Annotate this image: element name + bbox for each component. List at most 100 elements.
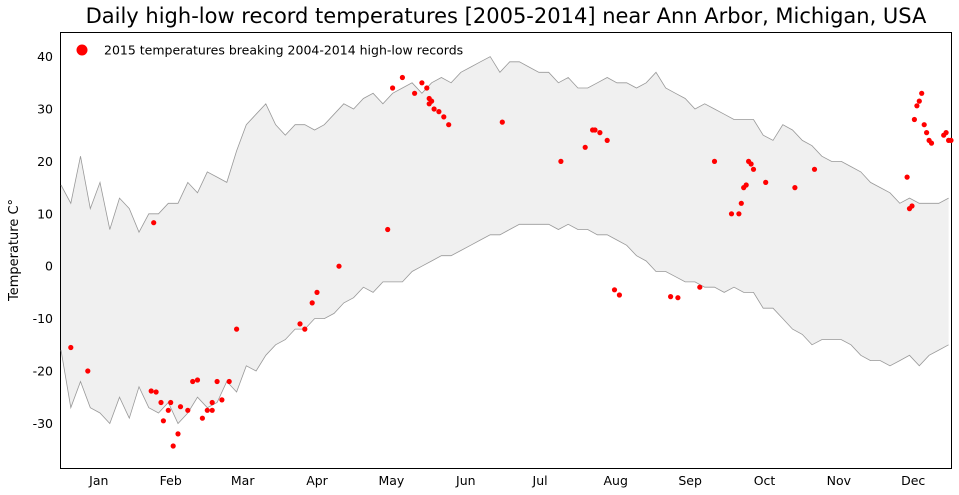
- data-point: [736, 211, 742, 217]
- legend-marker: [76, 44, 88, 56]
- data-point: [234, 326, 240, 332]
- data-point: [675, 295, 681, 301]
- x-tick-label: Jun: [455, 473, 476, 488]
- x-tick-label: Dec: [901, 473, 925, 488]
- data-point: [390, 85, 396, 91]
- data-point: [928, 140, 935, 146]
- plot-frame: [60, 32, 952, 469]
- y-tick-label: -30: [33, 416, 53, 431]
- data-point: [424, 85, 430, 91]
- data-point: [336, 263, 342, 269]
- data-point: [175, 431, 181, 437]
- record-breaking-points: [68, 74, 954, 449]
- data-point: [924, 130, 930, 136]
- data-point: [385, 226, 391, 233]
- band-fill: [61, 56, 949, 424]
- x-tick-label: Jul: [532, 473, 548, 488]
- data-point: [943, 130, 949, 136]
- data-point: [214, 378, 220, 385]
- data-point: [190, 378, 196, 385]
- x-tick-label: Mar: [231, 473, 255, 488]
- y-tick-label: 40: [37, 49, 53, 64]
- x-tick-label: Apr: [306, 473, 328, 488]
- data-point: [441, 114, 447, 120]
- data-point: [611, 287, 618, 293]
- data-point: [763, 179, 769, 185]
- data-point: [158, 399, 164, 406]
- data-point: [921, 122, 927, 128]
- data-point: [904, 174, 910, 180]
- data-point: [738, 200, 744, 206]
- x-tick-label: Aug: [603, 473, 627, 488]
- record-high-line: [60, 56, 949, 234]
- x-tick-label: Sep: [678, 473, 702, 488]
- y-axis-title: Temperature C°: [7, 199, 22, 302]
- record-low-line: [60, 223, 949, 425]
- data-point: [177, 404, 184, 410]
- data-point: [209, 399, 215, 406]
- x-tick-label: Nov: [827, 473, 852, 488]
- data-point: [436, 109, 442, 115]
- data-point: [426, 95, 432, 102]
- y-tick-label: 10: [37, 206, 53, 221]
- data-point: [302, 326, 308, 332]
- y-tick-label: 0: [45, 259, 53, 274]
- data-point: [748, 161, 754, 167]
- data-point: [750, 166, 757, 172]
- data-point: [916, 98, 922, 104]
- data-point: [697, 284, 703, 290]
- y-tick-label: 20: [37, 154, 53, 169]
- data-point: [811, 166, 818, 172]
- x-tick-label: Jan: [88, 473, 108, 488]
- data-point: [199, 415, 205, 421]
- data-point: [616, 292, 623, 298]
- y-tick-label: -20: [33, 364, 53, 379]
- data-point: [170, 443, 176, 449]
- data-point: [911, 116, 918, 123]
- data-point: [219, 397, 225, 403]
- data-point: [728, 211, 735, 217]
- record-band: [60, 56, 949, 425]
- data-point: [914, 103, 920, 109]
- data-point: [743, 182, 749, 188]
- data-point: [168, 399, 174, 406]
- data-point: [185, 407, 191, 413]
- legend-label: 2015 temperatures breaking 2004-2014 hig…: [104, 43, 463, 58]
- y-axis-ticks: -30 -20 -10 0 10 20 30 40: [33, 49, 53, 431]
- data-point: [711, 158, 718, 164]
- chart-title: Daily high-low record temperatures [2005…: [86, 4, 927, 28]
- x-axis-month-labels: Jan Feb Mar Apr May Jun Jul Aug Sep Oct Nov Dec: [88, 473, 925, 488]
- data-point: [204, 407, 210, 413]
- data-point: [85, 368, 91, 374]
- x-tick-label: Feb: [160, 473, 182, 488]
- data-point: [582, 144, 588, 150]
- data-point: [309, 300, 315, 306]
- data-point: [68, 344, 74, 351]
- y-tick-label: 30: [37, 102, 53, 117]
- data-point: [919, 90, 925, 96]
- data-point: [948, 137, 954, 143]
- data-point: [153, 389, 159, 395]
- data-point: [419, 80, 425, 86]
- data-point: [431, 106, 437, 112]
- data-point: [194, 377, 201, 383]
- x-tick-label: May: [378, 473, 404, 488]
- data-point: [148, 388, 154, 394]
- x-tick-label: Oct: [754, 473, 776, 488]
- data-point: [592, 127, 598, 133]
- data-point: [604, 137, 610, 143]
- data-point: [314, 289, 320, 295]
- data-point: [909, 203, 915, 209]
- legend: 2015 temperatures breaking 2004-2014 hig…: [76, 43, 463, 58]
- data-point: [160, 418, 166, 424]
- data-point: [792, 185, 798, 191]
- data-point: [668, 294, 674, 300]
- data-point: [297, 321, 303, 327]
- data-point: [446, 122, 452, 128]
- y-tick-label: -10: [33, 311, 53, 326]
- data-point: [412, 90, 418, 96]
- data-point: [165, 407, 171, 413]
- data-point: [226, 378, 232, 385]
- data-point: [499, 119, 505, 125]
